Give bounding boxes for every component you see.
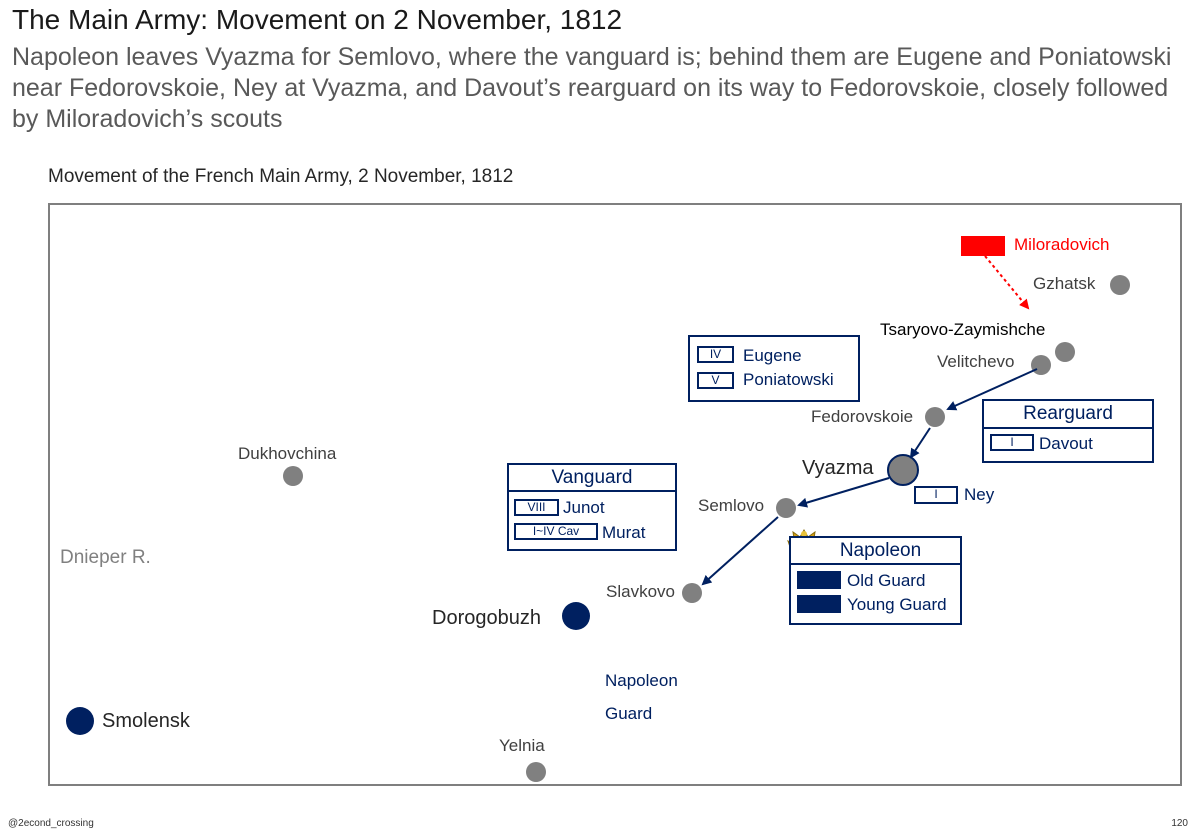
unit-tag-i-ney: I [914, 486, 958, 504]
unit-symbol-old-guard [797, 571, 841, 589]
label-vyazma: Vyazma [802, 457, 874, 479]
label-tsaryovo-zaymishche: Tsaryovo-Zaymishche [880, 320, 1046, 339]
label-dorogobuzh: Dorogobuzh [432, 607, 541, 629]
town-marker-tsaryovo [1055, 342, 1075, 362]
label-miloradovich: Miloradovich [1014, 235, 1110, 254]
napoleon-group: Napoleon Old Guard Young Guard [789, 536, 962, 625]
label-smolensk: Smolensk [102, 710, 190, 732]
unit-name-ney: Ney [964, 485, 995, 504]
route-arrow-vyazma-semlovo [797, 477, 890, 508]
unit-symbol-young-guard [797, 595, 841, 613]
town-marker-dorogobuzh [562, 602, 590, 630]
route-arrow-semlovo-slavkovo [701, 516, 779, 586]
vanguard-divider [509, 490, 675, 492]
miloradovich-unit-symbol [961, 236, 1005, 256]
unit-name-davout: Davout [1039, 434, 1093, 453]
napoleon-guard-note-line2: Guard [605, 704, 653, 723]
napoleon-divider [791, 563, 960, 565]
footer-handle: @2econd_crossing [8, 818, 94, 829]
unit-tag-i-davout: I [990, 434, 1034, 451]
map-title: Movement of the French Main Army, 2 Nove… [48, 166, 514, 187]
town-marker-slavkovo [682, 583, 702, 603]
town-marker-smolensk [66, 707, 94, 735]
vanguard-title: Vanguard [551, 467, 633, 488]
label-gzhatsk: Gzhatsk [1033, 274, 1096, 293]
label-dukhovchina: Dukhovchina [238, 444, 337, 463]
unit-name-eugene: Eugene [743, 346, 802, 365]
unit-name-poniatowski: Poniatowski [743, 370, 834, 389]
page-title: The Main Army: Movement on 2 November, 1… [12, 4, 623, 35]
label-semlovo: Semlovo [698, 496, 765, 515]
unit-name-old-guard: Old Guard [847, 571, 926, 590]
label-velitchevo: Velitchevo [937, 352, 1015, 371]
town-marker-semlovo [776, 498, 796, 518]
town-marker-vyazma [887, 454, 919, 486]
town-marker-velitchevo [1031, 355, 1051, 375]
rearguard-title: Rearguard [1023, 403, 1113, 424]
label-fedorovskoie: Fedorovskoie [811, 407, 914, 426]
eugene-poniatowski-group: IV Eugene V Poniatowski [688, 335, 860, 402]
page-subtitle: Napoleon leaves Vyazma for Semlovo, wher… [12, 43, 1172, 133]
rearguard-group: Rearguard I Davout [982, 399, 1154, 463]
label-dnieper-river: Dnieper R. [60, 547, 151, 568]
unit-name-young-guard: Young Guard [847, 595, 947, 614]
unit-tag-cavalry: I~IV Cav [514, 523, 598, 540]
unit-tag-iv: IV [697, 346, 734, 363]
napoleon-title: Napoleon [839, 540, 922, 561]
vanguard-group: Vanguard VIII Junot I~IV Cav Murat [507, 463, 677, 551]
label-slavkovo: Slavkovo [606, 582, 675, 601]
unit-name-murat: Murat [602, 523, 646, 542]
route-arrow-velitchevo-fedorovskoie [946, 368, 1038, 411]
town-marker-fedorovskoie [925, 407, 945, 427]
unit-tag-v: V [697, 372, 734, 389]
town-marker-gzhatsk [1110, 275, 1130, 295]
town-marker-yelnia [526, 762, 546, 782]
map-frame [48, 203, 1182, 786]
unit-name-junot: Junot [563, 498, 605, 517]
rearguard-divider [984, 427, 1152, 429]
russian-pursuit-arrow [984, 255, 1030, 310]
page-number: 120 [1171, 818, 1188, 829]
town-marker-dukhovchina [283, 466, 303, 486]
napoleon-guard-note-line1: Napoleon [605, 671, 678, 690]
label-yelnia: Yelnia [499, 736, 545, 755]
route-arrow-fedorovskoie-vyazma [909, 427, 931, 459]
unit-tag-viii: VIII [514, 499, 559, 516]
